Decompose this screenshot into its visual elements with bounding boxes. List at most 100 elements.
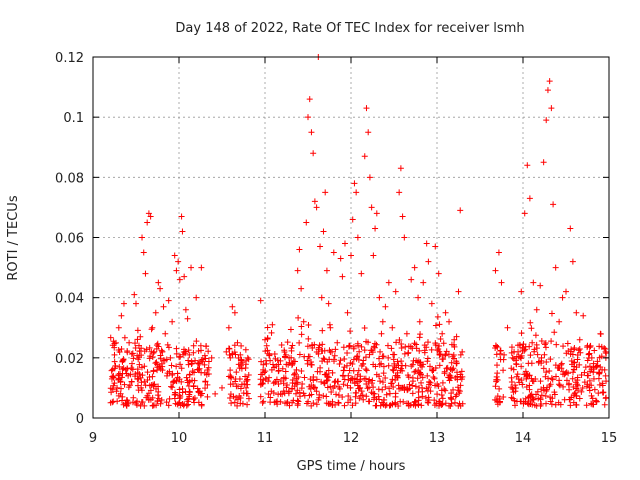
- data-point: [600, 389, 607, 396]
- data-point: [267, 394, 274, 401]
- data-point: [238, 342, 245, 349]
- data-point: [178, 213, 185, 220]
- data-point: [415, 388, 422, 395]
- data-point: [197, 342, 204, 349]
- data-point: [382, 374, 389, 381]
- data-point: [434, 391, 441, 398]
- data-point: [232, 378, 239, 385]
- data-point: [458, 376, 465, 383]
- data-point: [362, 354, 369, 361]
- data-point: [140, 249, 147, 256]
- data-point: [424, 358, 431, 365]
- data-point: [436, 342, 443, 349]
- data-point: [332, 346, 339, 353]
- data-point: [587, 368, 594, 375]
- data-point: [195, 388, 202, 395]
- data-point: [361, 153, 368, 160]
- data-point: [339, 273, 346, 280]
- data-point: [586, 351, 593, 358]
- data-point: [454, 373, 461, 380]
- data-point: [202, 355, 209, 362]
- data-point: [452, 393, 459, 400]
- data-point: [168, 383, 175, 390]
- data-point: [244, 376, 251, 383]
- data-point: [194, 385, 201, 392]
- data-point: [349, 376, 356, 383]
- data-point: [442, 352, 449, 359]
- data-point: [190, 349, 197, 356]
- data-point: [184, 401, 191, 408]
- data-point: [512, 382, 519, 389]
- data-point: [405, 350, 412, 357]
- data-point: [565, 381, 572, 388]
- data-point: [378, 330, 385, 337]
- data-point: [601, 345, 608, 352]
- data-point: [349, 402, 356, 409]
- data-point: [311, 384, 318, 391]
- data-point: [198, 264, 205, 271]
- data-point: [537, 395, 544, 402]
- data-point: [568, 394, 575, 401]
- data-point: [435, 345, 442, 352]
- data-point: [361, 324, 368, 331]
- data-point: [352, 400, 359, 407]
- data-point: [550, 201, 557, 208]
- data-point: [513, 360, 520, 367]
- data-point: [135, 342, 142, 349]
- data-point: [350, 356, 357, 363]
- data-point: [545, 375, 552, 382]
- data-point: [358, 270, 365, 277]
- data-point: [362, 366, 369, 373]
- data-point: [425, 394, 432, 401]
- data-point: [457, 402, 464, 409]
- data-point: [492, 344, 499, 351]
- data-point: [538, 338, 545, 345]
- data-point: [583, 402, 590, 409]
- data-point: [514, 371, 521, 378]
- data-point: [146, 344, 153, 351]
- data-point: [494, 362, 501, 369]
- data-point: [244, 354, 251, 361]
- data-point: [522, 395, 529, 402]
- data-point: [399, 213, 406, 220]
- data-point: [383, 391, 390, 398]
- data-point: [283, 361, 290, 368]
- data-point: [402, 362, 409, 369]
- data-point: [282, 351, 289, 358]
- data-point: [584, 357, 591, 364]
- data-point: [170, 378, 177, 385]
- data-point: [295, 314, 302, 321]
- data-point: [415, 367, 422, 374]
- data-point: [556, 364, 563, 371]
- data-point: [356, 395, 363, 402]
- data-point: [182, 306, 189, 313]
- data-point: [546, 382, 553, 389]
- data-point: [188, 358, 195, 365]
- data-point: [455, 288, 462, 295]
- data-point: [591, 386, 598, 393]
- data-point: [235, 354, 242, 361]
- data-point: [510, 395, 517, 402]
- data-point: [422, 394, 429, 401]
- data-point: [435, 270, 442, 277]
- data-point: [521, 210, 528, 217]
- data-point: [116, 363, 123, 370]
- data-point: [345, 376, 352, 383]
- data-point: [455, 387, 462, 394]
- data-point: [458, 368, 465, 375]
- data-point: [548, 401, 555, 408]
- data-point: [323, 393, 330, 400]
- data-point: [271, 350, 278, 357]
- data-point: [179, 400, 186, 407]
- data-point: [152, 309, 159, 316]
- chart-title: Day 148 of 2022, Rate Of TEC Index for r…: [175, 21, 524, 36]
- data-point: [556, 377, 563, 384]
- data-point: [349, 216, 356, 223]
- data-point: [190, 396, 197, 403]
- data-point: [442, 309, 449, 316]
- data-point: [427, 363, 434, 370]
- data-point: [446, 318, 453, 325]
- data-point: [396, 189, 403, 196]
- data-point: [111, 351, 118, 358]
- data-point: [300, 318, 307, 325]
